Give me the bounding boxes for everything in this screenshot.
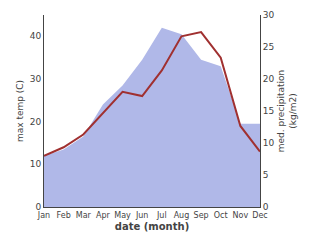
svg-text:30: 30 — [263, 10, 275, 20]
svg-text:date (month): date (month) — [115, 221, 189, 232]
svg-text:Jan: Jan — [37, 211, 50, 220]
svg-text:med. precipitation(kg/m2): med. precipitation(kg/m2) — [276, 70, 298, 152]
svg-text:Mar: Mar — [76, 211, 92, 220]
svg-text:Nov: Nov — [233, 211, 249, 220]
svg-text:max temp (C): max temp (C) — [15, 80, 25, 142]
svg-text:15: 15 — [263, 106, 274, 116]
svg-text:Aug: Aug — [174, 211, 190, 220]
svg-text:25: 25 — [263, 42, 274, 52]
svg-text:10: 10 — [30, 159, 42, 169]
svg-text:Oct: Oct — [214, 211, 228, 220]
svg-text:Sep: Sep — [194, 211, 209, 220]
svg-text:5: 5 — [263, 170, 269, 180]
svg-text:Apr: Apr — [96, 211, 111, 220]
svg-text:May: May — [114, 211, 131, 220]
svg-text:40: 40 — [30, 31, 42, 41]
svg-text:10: 10 — [263, 138, 275, 148]
svg-text:Jul: Jul — [156, 211, 167, 220]
svg-text:20: 20 — [30, 117, 42, 127]
svg-text:Jun: Jun — [135, 211, 149, 220]
svg-text:30: 30 — [30, 74, 42, 84]
svg-text:20: 20 — [263, 74, 275, 84]
svg-text:0: 0 — [35, 202, 41, 212]
svg-text:Dec: Dec — [252, 211, 267, 220]
svg-text:0: 0 — [263, 202, 269, 212]
svg-text:Feb: Feb — [57, 211, 71, 220]
